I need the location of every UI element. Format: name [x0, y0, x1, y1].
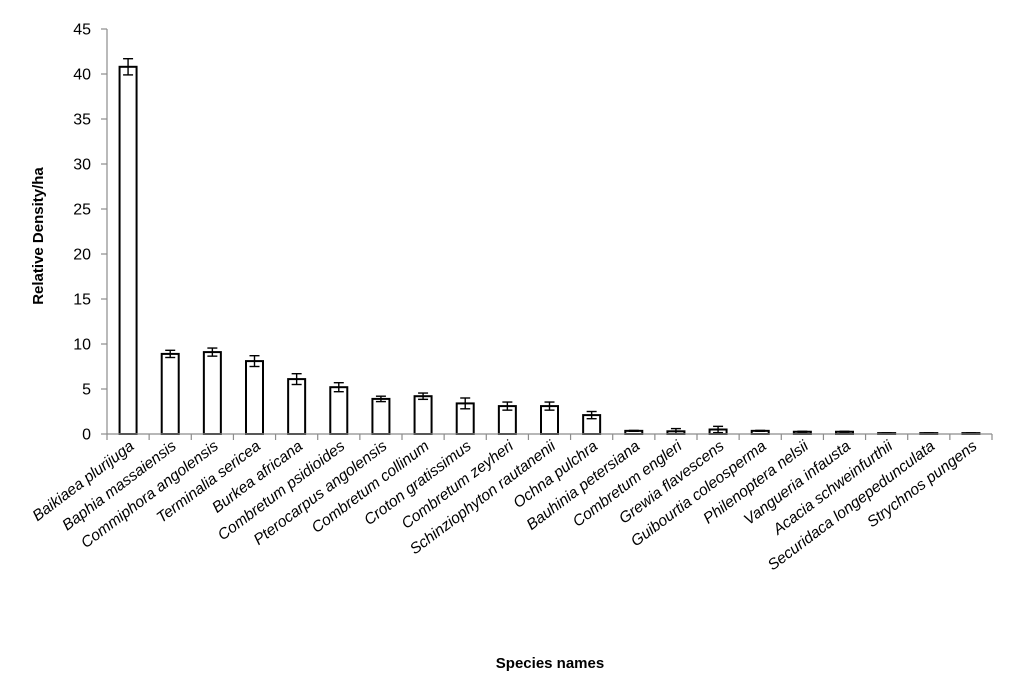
bars-group	[118, 65, 981, 436]
bar	[287, 378, 307, 436]
bar	[160, 352, 180, 435]
bar	[245, 360, 264, 436]
y-tick-label: 20	[73, 247, 91, 264]
bar	[413, 395, 433, 436]
y-tick-label: 45	[73, 22, 91, 39]
bar	[329, 386, 349, 436]
y-tick-label: 25	[73, 202, 91, 219]
bar	[371, 397, 391, 435]
y-tick-label: 0	[82, 427, 91, 444]
bar	[202, 351, 222, 436]
error-bars-group	[123, 58, 976, 435]
y-tick-label: 35	[73, 112, 91, 129]
y-tick-label: 5	[82, 382, 91, 399]
y-axis-title: Relative Density/ha	[30, 167, 47, 305]
y-tick-label: 40	[73, 67, 91, 84]
y-tick-label: 10	[73, 337, 91, 354]
y-tick-label: 15	[73, 292, 91, 309]
y-axis-ticks: 0 5 10 15 20 25 30 35 40 45	[73, 22, 107, 444]
y-tick-label: 30	[73, 157, 91, 174]
x-axis-ticks	[106, 434, 993, 440]
bar	[118, 65, 138, 436]
x-axis-title: Species names	[496, 655, 604, 672]
